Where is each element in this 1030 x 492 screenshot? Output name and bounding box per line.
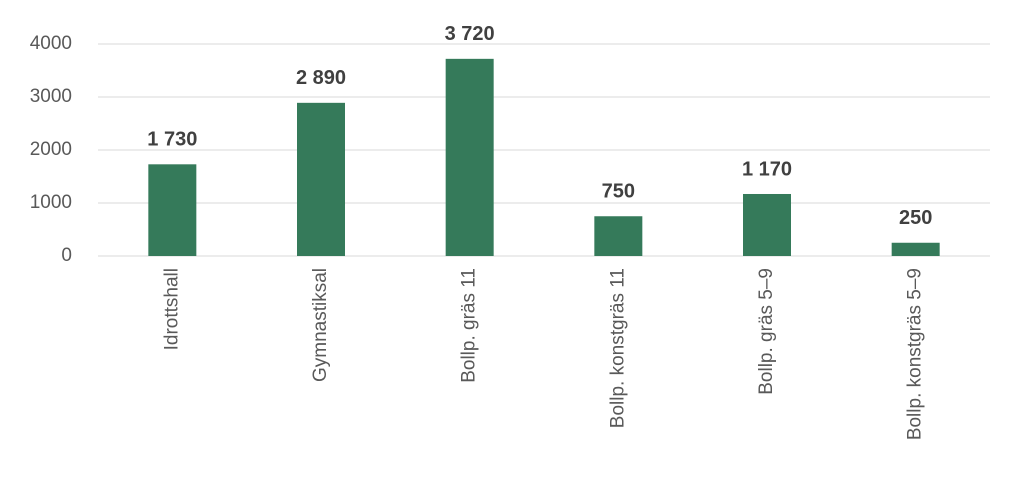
bar <box>594 216 643 256</box>
x-tick-label: Bollp. konstgräs 5–9 <box>905 268 926 440</box>
value-label: 2 890 <box>296 67 346 89</box>
y-tick-label: 3000 <box>30 86 72 107</box>
bar <box>743 193 791 256</box>
value-label: 1 730 <box>147 129 197 151</box>
value-label: 750 <box>602 181 635 203</box>
y-tick-label: 0 <box>61 245 72 266</box>
bar <box>297 102 345 256</box>
x-tick-label: Idrottshall <box>161 268 182 350</box>
x-tick-label: Bollp. gräs 5–9 <box>756 268 777 395</box>
bar <box>891 242 940 256</box>
x-tick-label: Bollp. konstgräs 11 <box>607 268 628 428</box>
x-tick-label: Bollp. gräs 11 <box>459 268 480 383</box>
x-tick-label: Gymnastiksal <box>310 268 331 382</box>
value-label: 1 170 <box>742 158 792 180</box>
y-tick-label: 4000 <box>30 33 72 54</box>
bar <box>148 164 197 256</box>
value-label: 3 720 <box>445 23 495 45</box>
y-tick-label: 1000 <box>30 192 72 213</box>
value-label: 250 <box>899 207 932 229</box>
y-tick-label: 2000 <box>30 139 72 160</box>
bar <box>445 58 494 257</box>
